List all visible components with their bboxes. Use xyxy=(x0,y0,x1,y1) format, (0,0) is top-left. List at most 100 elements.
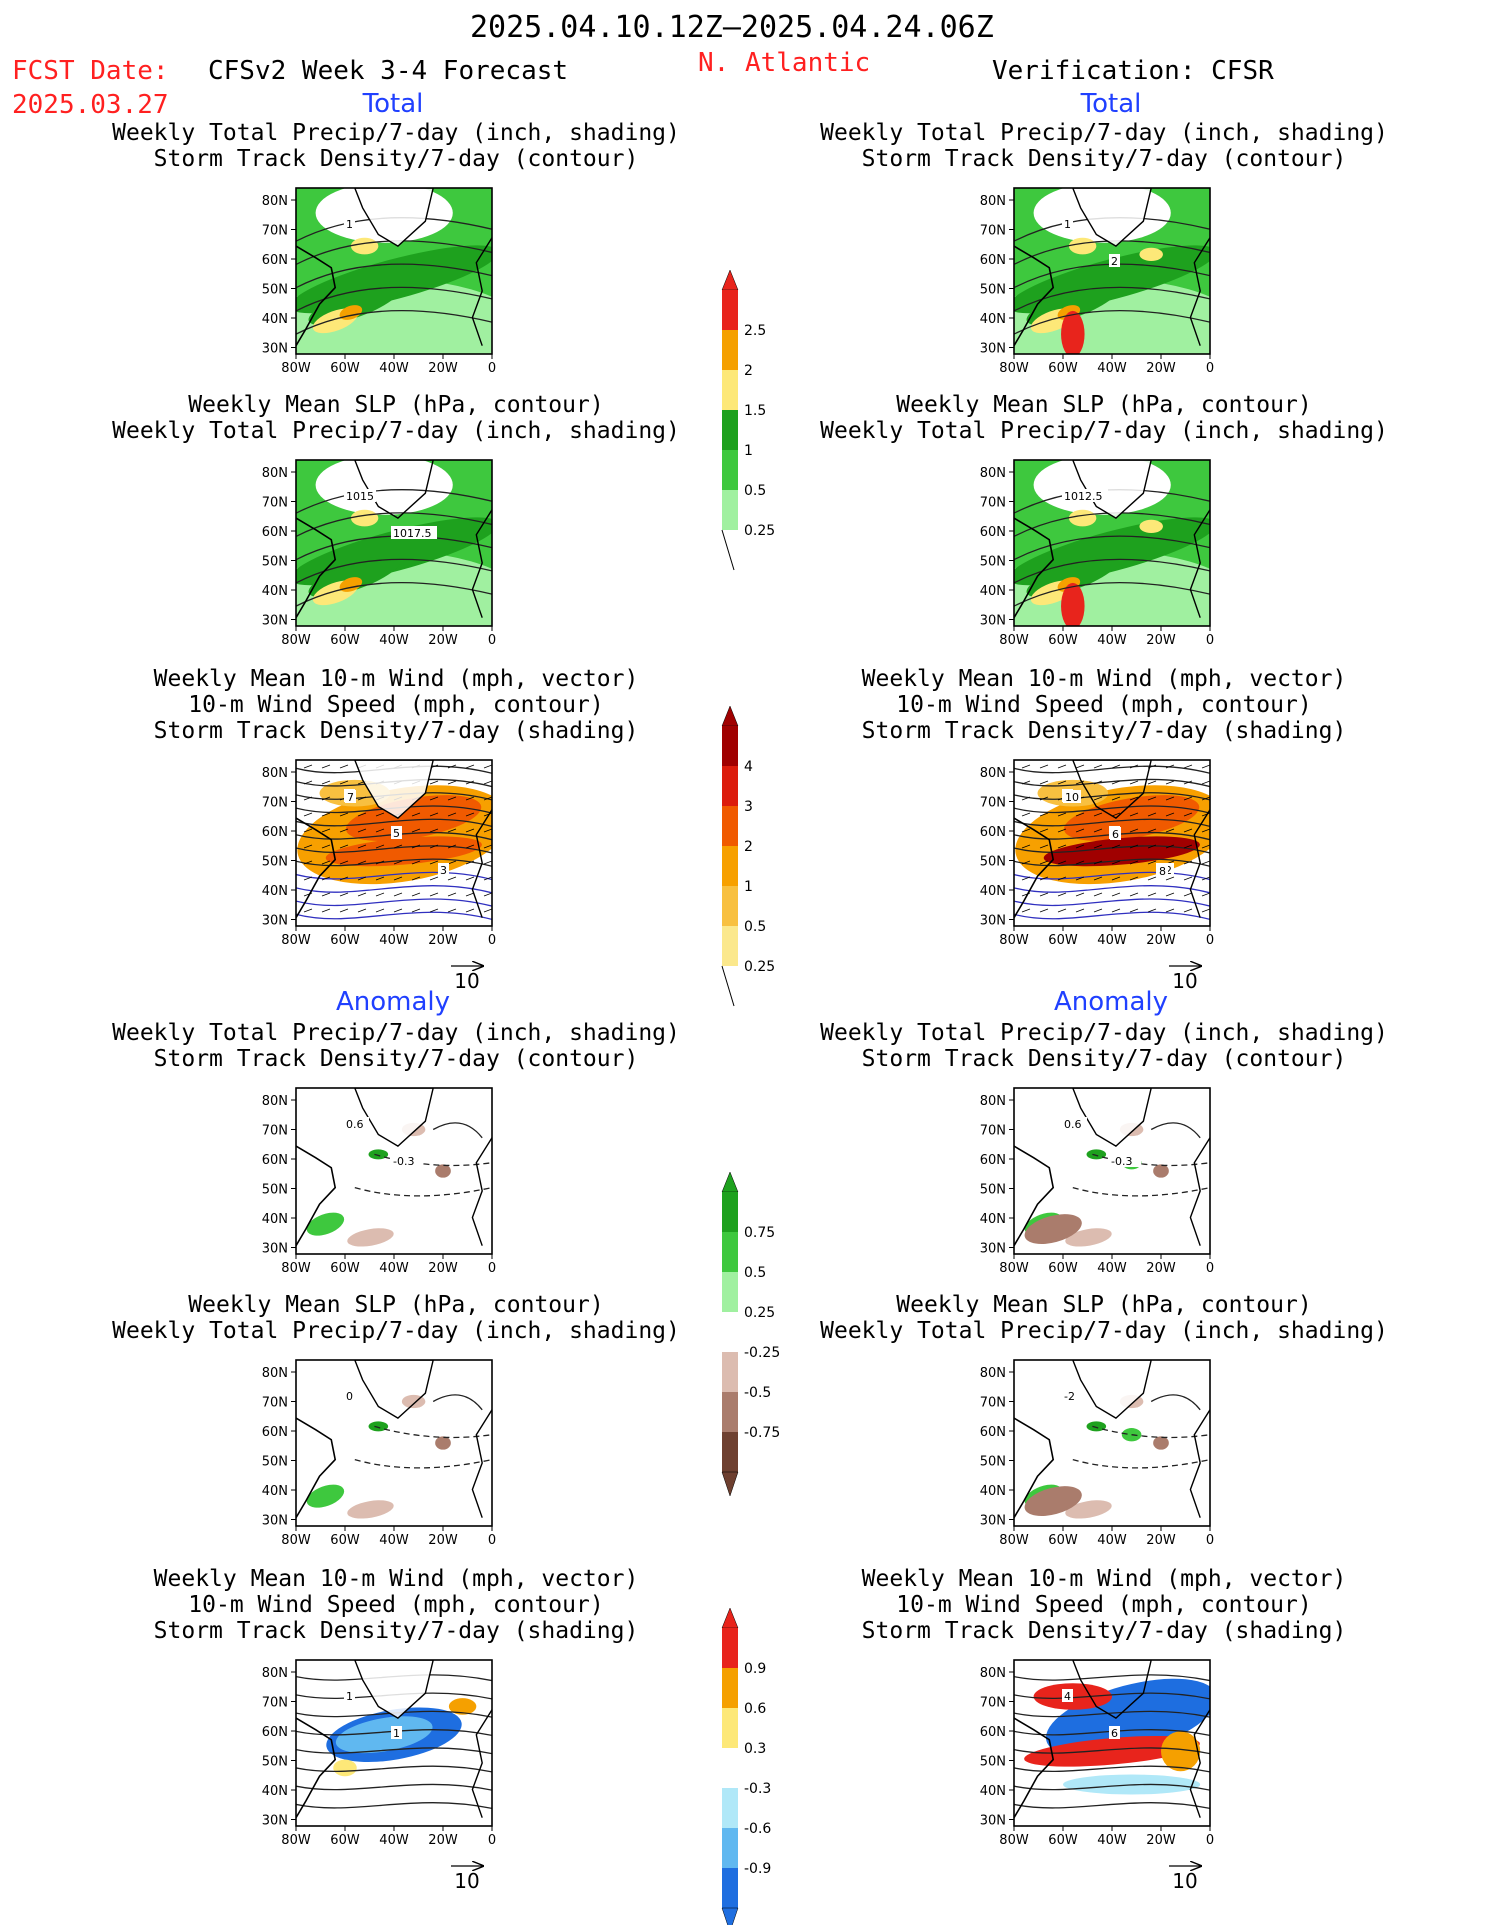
y-tick-label: 40N xyxy=(262,1212,288,1227)
wind-vector xyxy=(375,860,385,865)
contour-label-bg xyxy=(344,1389,355,1402)
coastline-europe xyxy=(471,237,492,346)
x-tick-label: 40W xyxy=(379,1833,409,1848)
y-tick-label: 80N xyxy=(262,194,288,209)
wind-vector xyxy=(1039,796,1049,801)
wind-vector xyxy=(465,876,475,881)
contour-line xyxy=(296,1710,492,1718)
contour-label: 5 xyxy=(393,827,400,840)
contour-line xyxy=(296,286,492,312)
coastline-europe xyxy=(471,809,492,918)
panel-title-line: Storm Track Density/7-day (shading) xyxy=(154,1618,639,1644)
x-tick-label: 0 xyxy=(1206,1261,1214,1276)
y-tick-label: 50N xyxy=(262,855,288,870)
contour-line xyxy=(296,1765,492,1773)
x-tick-label: 40W xyxy=(379,633,409,648)
wind-vector xyxy=(1183,876,1193,881)
colorbar-label: -0.3 xyxy=(744,1781,771,1797)
wind-vector xyxy=(339,892,349,897)
x-tick-label: 20W xyxy=(1146,1833,1176,1848)
x-tick-label: 0 xyxy=(1206,933,1214,948)
colorbar-segment xyxy=(722,1828,738,1868)
wind-vector xyxy=(1111,908,1121,913)
wind-vector xyxy=(1021,796,1031,801)
x-tick-label: 20W xyxy=(1146,633,1176,648)
x-tick-label: 60W xyxy=(1048,633,1078,648)
contour-label-bg xyxy=(391,1154,423,1167)
shading-blob xyxy=(435,1164,451,1178)
wind-vector xyxy=(1039,780,1049,785)
x-tick-label: 40W xyxy=(1097,1833,1127,1848)
x-tick-label: 80W xyxy=(999,1261,1029,1276)
contour-label: 4 xyxy=(1064,1690,1071,1703)
wind-vector xyxy=(1183,844,1193,849)
wind-vector xyxy=(1021,860,1031,865)
shading-blob xyxy=(368,1149,389,1160)
wind-vector xyxy=(1057,780,1067,785)
coastline-greenland xyxy=(1072,1660,1152,1719)
coastline-north-america xyxy=(1014,517,1055,619)
wind-vector xyxy=(447,828,457,833)
contour-label-bg xyxy=(391,826,402,839)
shading-blob xyxy=(1161,1731,1201,1772)
x-tick-label: 80W xyxy=(281,1533,311,1548)
contour-label: 3 xyxy=(440,864,447,877)
colorbar-label: 1 xyxy=(744,443,753,459)
contour-label: -0.3 xyxy=(393,1155,414,1168)
shading-blob xyxy=(1153,1436,1169,1450)
colorbar-bottom-triangle xyxy=(721,1907,739,1925)
contour-line xyxy=(1150,1394,1201,1411)
wind-vector xyxy=(321,844,331,849)
wind-vector xyxy=(1057,812,1067,817)
map-panel-right-6 xyxy=(1014,1660,1210,1826)
coastline-greenland xyxy=(1072,1360,1152,1419)
wind-vector xyxy=(321,812,331,817)
colorbar-segment xyxy=(722,806,738,846)
y-tick-label: 30N xyxy=(980,914,1006,929)
contour-label-bg xyxy=(1062,217,1073,230)
y-tick-label: 40N xyxy=(980,1784,1006,1799)
wind-vector xyxy=(357,876,367,881)
wind-vector xyxy=(1093,892,1103,897)
wind-vector xyxy=(321,860,331,865)
x-tick-label: 20W xyxy=(428,1261,458,1276)
y-tick-label: 30N xyxy=(262,342,288,357)
contour-line xyxy=(1072,1186,1210,1197)
wind-vector xyxy=(1111,796,1121,801)
y-tick-label: 60N xyxy=(262,1725,288,1740)
map-panel-right-4 xyxy=(1014,1088,1210,1254)
contour-line xyxy=(1072,1458,1210,1469)
wind-vector xyxy=(429,876,439,881)
wind-vector xyxy=(1129,876,1139,881)
y-tick-label: 70N xyxy=(262,224,288,239)
contour-line xyxy=(1014,581,1210,607)
y-tick-label: 40N xyxy=(980,312,1006,327)
shading-blob xyxy=(1024,1486,1082,1517)
contour-line xyxy=(1014,898,1210,907)
panel-title-line: Weekly Mean SLP (hPa, contour) xyxy=(188,1292,603,1318)
wind-vector xyxy=(375,892,385,897)
wind-vector xyxy=(447,892,457,897)
wind-vector xyxy=(1147,844,1157,849)
y-tick-label: 40N xyxy=(980,1484,1006,1499)
colorbar-segment xyxy=(722,1232,738,1272)
y-tick-label: 50N xyxy=(980,283,1006,298)
wind-vector xyxy=(1201,812,1210,817)
wind-vector xyxy=(1183,764,1193,769)
wind-vector xyxy=(1093,780,1103,785)
wind-vector xyxy=(357,860,367,865)
wind-vector xyxy=(1147,876,1157,881)
y-tick-label: 60N xyxy=(980,1425,1006,1440)
contour-line xyxy=(1014,1747,1210,1755)
wind-vector xyxy=(1147,796,1157,801)
x-tick-label: 0 xyxy=(488,633,496,648)
colorbar-segment xyxy=(722,1708,738,1748)
y-tick-label: 80N xyxy=(262,1666,288,1681)
colorbar-label: 0.5 xyxy=(744,919,766,935)
colorbar-storm_total xyxy=(721,705,739,1007)
x-tick-label: 80W xyxy=(281,361,311,376)
contour-line xyxy=(296,535,492,561)
contour-line xyxy=(1014,1765,1210,1773)
contour-line xyxy=(432,1122,483,1139)
